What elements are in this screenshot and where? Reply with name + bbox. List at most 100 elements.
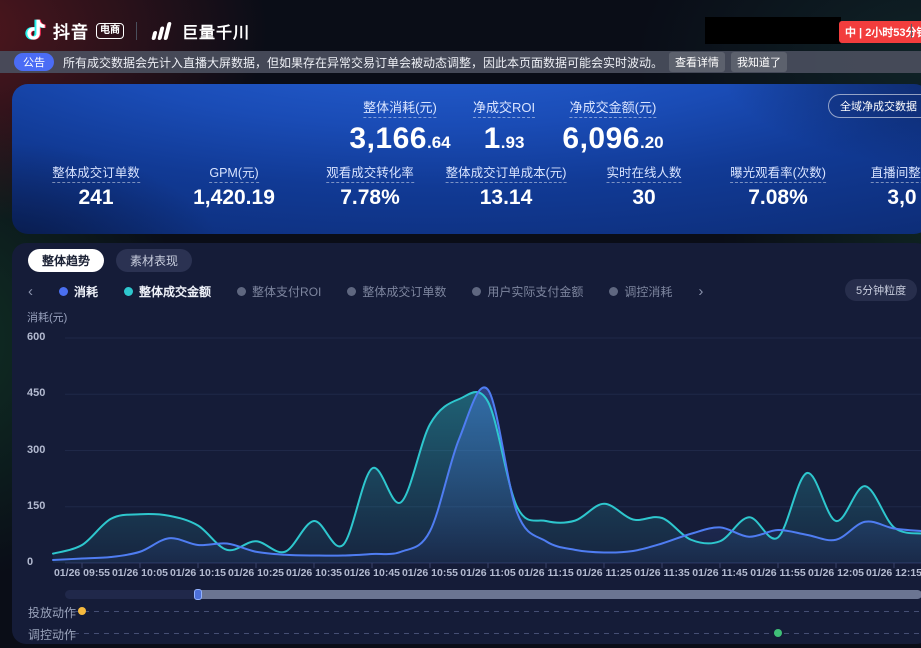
x-axis-label: 01/26 11:45 xyxy=(692,567,748,579)
y-axis-tick: 300 xyxy=(27,443,46,456)
legend-dot-icon xyxy=(472,287,482,296)
primary-metric: 整体消耗(元) 3,166.64 xyxy=(349,97,451,156)
action-row-label: 投放动作 xyxy=(28,606,77,620)
action-row-line xyxy=(74,633,919,634)
metric-value: 3,166.64 xyxy=(349,122,450,156)
action-marker-dot[interactable] xyxy=(774,629,782,637)
acknowledge-button[interactable]: 我知道了 xyxy=(731,52,788,72)
secondary-metric: 整体成交订单数 241 xyxy=(52,162,140,210)
brand-douyin-text: 抖音 xyxy=(53,23,89,42)
metric-label-text: 整体消耗(元) xyxy=(363,100,437,118)
metric-label: 直播间整体 xyxy=(870,162,921,183)
metric-label: 整体成交订单数 xyxy=(52,162,140,183)
header-divider xyxy=(911,24,912,38)
metric-value-dec: .93 xyxy=(500,133,525,152)
metric-label: 净成交ROI xyxy=(472,97,536,118)
brand-divider xyxy=(136,21,137,40)
legend-label: 调控消耗 xyxy=(624,285,673,299)
data-scope-selector[interactable]: 全域净成交数据 ∨ xyxy=(828,94,921,118)
tab-active[interactable]: 整体趋势 xyxy=(28,249,105,272)
y-axis-tick: 600 xyxy=(27,331,46,343)
x-axis-label: 01/26 11:15 xyxy=(518,567,574,579)
legend-next-icon[interactable]: › xyxy=(698,282,704,300)
secondary-metric: 直播间整体 3,0 xyxy=(870,162,921,210)
metric-label: 曝光观看率(次数) xyxy=(730,162,826,183)
x-axis-label: 01/26 10:05 xyxy=(111,567,169,579)
timeline-handle[interactable] xyxy=(194,589,202,600)
metric-value: 7.08% xyxy=(748,186,808,209)
timeline-selected-range xyxy=(198,590,921,599)
secondary-metric: 整体成交订单成本(元) 13.14 xyxy=(445,162,567,210)
brand-qianchuan-text: 巨量千川 xyxy=(182,24,251,42)
x-axis-label: 01/26 12:05 xyxy=(807,567,865,579)
trend-panel: 整体趋势 素材表现 ‹ 消耗 整体成交金额 整体支付ROI 整体成交订单数 用户实际支付金… xyxy=(12,243,921,644)
metric-value: 241 xyxy=(78,186,114,209)
legend-row: ‹ 消耗 整体成交金额 整体支付ROI 整体成交订单数 用户实际支付金额 调控消耗 › xyxy=(28,283,703,300)
primary-metric: 净成交ROI 1.93 xyxy=(472,97,536,156)
metric-value: 3,0 xyxy=(887,186,917,209)
metric-label-text: 净成交ROI xyxy=(472,100,536,118)
x-axis-label: 01/26 11:05 xyxy=(460,567,516,579)
legend-label: 用户实际支付金额 xyxy=(487,285,584,299)
legend-label: 整体成交金额 xyxy=(139,285,212,299)
metric-label: 实时在线人数 xyxy=(606,162,682,183)
secondary-metric: 曝光观看率(次数) 7.08% xyxy=(730,162,826,210)
tabs: 整体趋势 素材表现 xyxy=(28,249,193,272)
legend-dot-icon xyxy=(237,287,247,296)
metric-value-dec: .64 xyxy=(426,133,451,152)
x-axis-label: 01/26 09:55 xyxy=(53,567,111,579)
legend-item[interactable]: 整体支付ROI xyxy=(237,283,321,300)
secondary-metric: 实时在线人数 30 xyxy=(606,162,682,210)
metric-value: 1,420.19 xyxy=(193,186,275,209)
timeline-scrollbar[interactable] xyxy=(65,589,921,600)
legend-dot-icon xyxy=(609,287,619,296)
x-axis-label: 01/26 12:15 xyxy=(865,567,921,579)
action-marker-dot[interactable] xyxy=(78,607,86,615)
metric-value: 30 xyxy=(632,186,656,209)
metric-label-text: 实时在线人数 xyxy=(606,166,682,183)
douyin-logo-icon xyxy=(27,19,45,40)
y-axis-tick: 450 xyxy=(27,387,46,400)
redacted-box xyxy=(705,17,841,44)
metric-label-text: GPM(元) xyxy=(209,166,259,183)
metric-label-text: 整体成交订单成本(元) xyxy=(445,166,567,183)
metric-value-int: 1 xyxy=(483,122,501,155)
metric-label: 观看成交转化率 xyxy=(326,162,414,183)
tab-inactive[interactable]: 素材表现 xyxy=(116,249,193,272)
legend-dot-icon xyxy=(124,287,134,296)
legend-item[interactable]: 消耗 xyxy=(59,283,98,300)
y-axis-tick: 0 xyxy=(27,556,34,568)
legend-dot-icon xyxy=(59,287,68,296)
legend-item[interactable]: 整体成交金额 xyxy=(124,283,211,300)
metric-label: 净成交金额(元) xyxy=(562,97,663,118)
trend-chart[interactable] xyxy=(12,243,921,583)
view-details-button[interactable]: 查看详情 xyxy=(669,52,726,72)
notice-bar: 公告 所有成交数据会先计入直播大屏数据，但如果存在异常交易订单会被动态调整，因此… xyxy=(0,51,921,73)
overview-stats-panel: 全域净成交数据 ∨ 整体消耗(元) 3,166.64 净成交ROI 1.93 净成交金额… xyxy=(12,84,921,234)
x-axis-label: 01/26 10:15 xyxy=(169,567,227,579)
x-axis-label: 01/26 11:35 xyxy=(634,567,690,579)
metric-value-dec: .20 xyxy=(639,133,664,152)
metric-value: 6,096.20 xyxy=(562,122,663,156)
legend-item[interactable]: 用户实际支付金额 xyxy=(472,283,583,300)
metric-label: 整体消耗(元) xyxy=(349,97,450,118)
x-axis-label: 01/26 10:35 xyxy=(285,567,343,579)
notice-badge: 公告 xyxy=(14,53,54,71)
granularity-selector[interactable]: 5分钟粒度 xyxy=(845,279,918,301)
secondary-metric: GPM(元) 1,420.19 xyxy=(193,162,275,210)
metric-label-text: 观看成交转化率 xyxy=(326,166,414,183)
legend-label: 整体支付ROI xyxy=(252,285,322,299)
legend-item[interactable]: 整体成交订单数 xyxy=(347,283,446,300)
secondary-metric: 观看成交转化率 7.78% xyxy=(326,162,414,210)
metric-label-text: 直播间整体 xyxy=(870,166,921,183)
metric-value: 1.93 xyxy=(473,122,535,156)
legend-item[interactable]: 调控消耗 xyxy=(609,283,672,300)
legend-prev-icon[interactable]: ‹ xyxy=(28,282,33,300)
metric-label: 整体成交订单成本(元) xyxy=(445,162,567,183)
notice-text: 所有成交数据会先计入直播大屏数据，但如果存在异常交易订单会被动态调整，因此本页面… xyxy=(63,55,664,70)
live-duration-badge: 中 | 2小时53分钟 xyxy=(839,21,921,43)
metric-label-text: 净成交金额(元) xyxy=(569,100,657,118)
metric-value-int: 3,166 xyxy=(349,122,427,155)
x-axis-label: 01/26 10:25 xyxy=(227,567,285,579)
